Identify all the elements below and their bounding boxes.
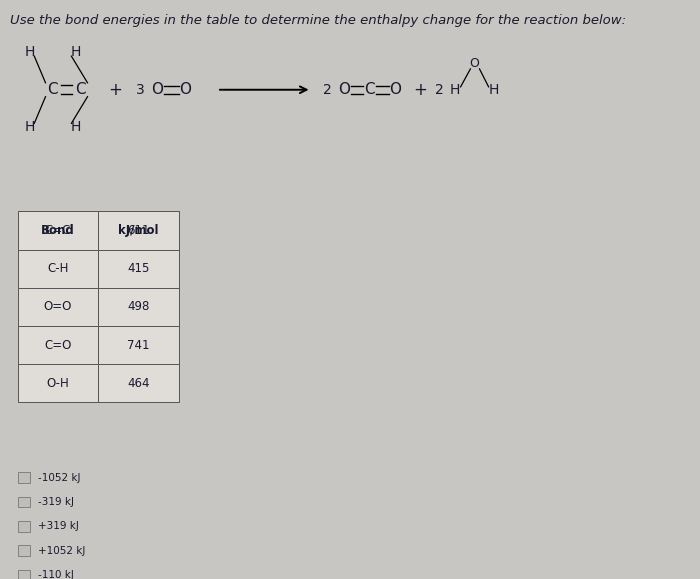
Text: C=O: C=O: [44, 339, 71, 351]
FancyBboxPatch shape: [18, 326, 98, 364]
FancyBboxPatch shape: [18, 545, 30, 556]
Text: H: H: [489, 83, 498, 97]
Text: O-H: O-H: [46, 377, 69, 390]
Text: +: +: [413, 80, 427, 99]
FancyBboxPatch shape: [18, 570, 30, 579]
Text: C: C: [75, 82, 86, 97]
Text: O: O: [470, 57, 480, 70]
Text: O: O: [389, 82, 401, 97]
Text: O=O: O=O: [43, 301, 72, 313]
Text: +1052 kJ: +1052 kJ: [38, 545, 86, 556]
FancyBboxPatch shape: [98, 326, 178, 364]
Text: -110 kJ: -110 kJ: [38, 570, 74, 579]
Text: C-H: C-H: [47, 262, 69, 275]
Text: C=C: C=C: [45, 224, 71, 237]
Text: Use the bond energies in the table to determine the enthalpy change for the reac: Use the bond energies in the table to de…: [10, 14, 626, 27]
FancyBboxPatch shape: [98, 211, 178, 250]
FancyBboxPatch shape: [18, 521, 30, 532]
FancyBboxPatch shape: [18, 288, 98, 326]
Text: C: C: [364, 82, 375, 97]
Text: 2: 2: [435, 83, 444, 97]
Text: -319 kJ: -319 kJ: [38, 497, 74, 507]
Text: -1052 kJ: -1052 kJ: [38, 472, 81, 483]
FancyBboxPatch shape: [18, 250, 98, 288]
Text: 3: 3: [136, 83, 144, 97]
Text: 415: 415: [127, 262, 149, 275]
FancyBboxPatch shape: [98, 364, 178, 402]
Text: H: H: [25, 45, 34, 59]
Text: H: H: [25, 120, 34, 134]
FancyBboxPatch shape: [18, 211, 98, 250]
Text: O: O: [179, 82, 192, 97]
Text: 741: 741: [127, 339, 150, 351]
Text: 2: 2: [323, 83, 332, 97]
Text: 611: 611: [127, 224, 150, 237]
Text: 498: 498: [127, 301, 149, 313]
Text: H: H: [450, 83, 460, 97]
Text: O: O: [151, 82, 164, 97]
FancyBboxPatch shape: [18, 364, 98, 402]
Text: H: H: [71, 120, 80, 134]
FancyBboxPatch shape: [18, 497, 30, 507]
FancyBboxPatch shape: [18, 472, 30, 483]
Text: kJ/mol: kJ/mol: [118, 224, 158, 237]
FancyBboxPatch shape: [98, 211, 178, 250]
FancyBboxPatch shape: [98, 288, 178, 326]
Text: Bond: Bond: [41, 224, 75, 237]
Text: +: +: [108, 80, 122, 99]
Text: +319 kJ: +319 kJ: [38, 521, 79, 532]
FancyBboxPatch shape: [98, 250, 178, 288]
Text: C: C: [47, 82, 58, 97]
Text: 464: 464: [127, 377, 150, 390]
Text: H: H: [71, 45, 80, 59]
FancyBboxPatch shape: [18, 211, 98, 250]
Text: O: O: [338, 82, 351, 97]
